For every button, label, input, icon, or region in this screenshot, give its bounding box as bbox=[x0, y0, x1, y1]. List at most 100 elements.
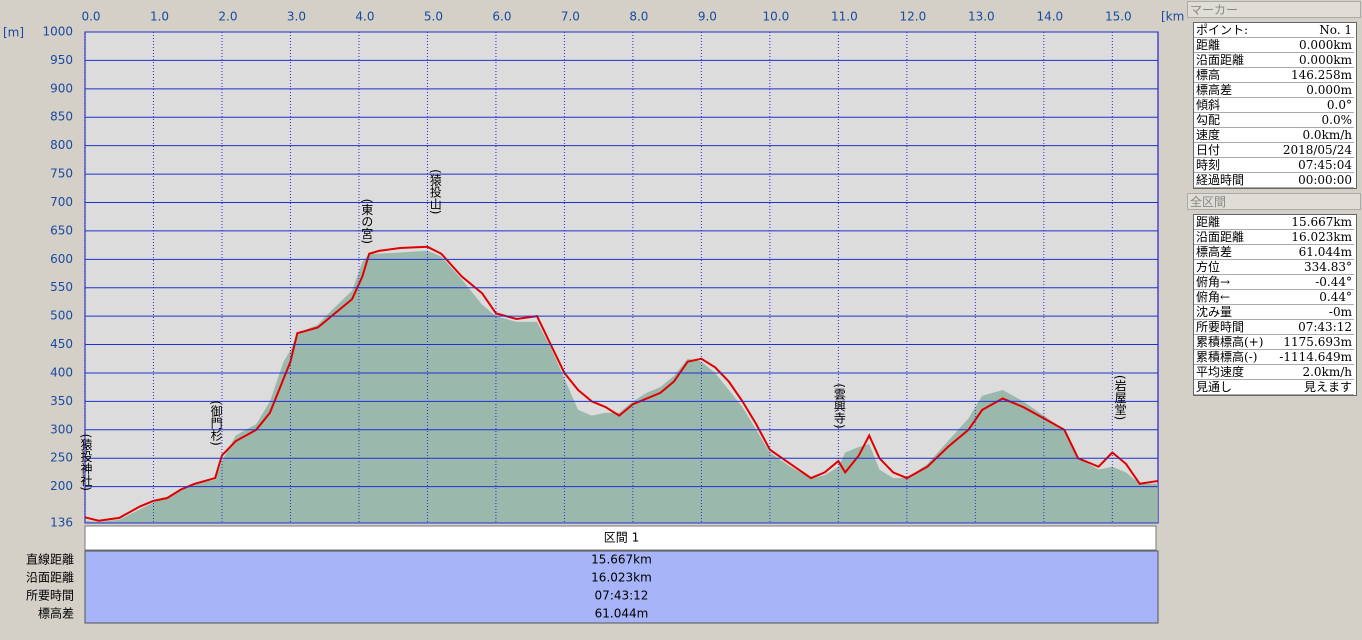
table-header: 区間 1 bbox=[604, 531, 639, 545]
row-val: 16.023km bbox=[1291, 230, 1352, 244]
row-key: ポイント: bbox=[1196, 23, 1249, 37]
x-tick-label: 13.0 bbox=[968, 10, 995, 24]
x-tick-label: 14.0 bbox=[1036, 10, 1063, 24]
y-tick-label: 500 bbox=[50, 309, 73, 323]
row-key: 経過時間 bbox=[1196, 173, 1245, 187]
x-tick-label: 0.0 bbox=[81, 10, 100, 24]
row-key: 沿面距離 bbox=[1196, 53, 1245, 67]
y-tick-label: 350 bbox=[50, 394, 73, 408]
panel-row: 見通し 見えます bbox=[1194, 380, 1354, 395]
y-tick-label: 136 bbox=[50, 516, 73, 530]
panel-table: 距離 15.667km 沿面距離 16.023km 標高差 61.044m 方位 334.83… bbox=[1193, 214, 1357, 396]
row-label: 直線距離 bbox=[26, 552, 74, 567]
y-tick-label: 300 bbox=[50, 422, 73, 436]
terrain-area bbox=[85, 250, 1158, 523]
y-tick-label: 600 bbox=[50, 252, 73, 266]
panel-title: マーカー bbox=[1187, 1, 1361, 18]
row-key: 標高差 bbox=[1196, 245, 1233, 259]
x-tick-label: 10.0 bbox=[763, 10, 790, 24]
grid bbox=[84, 31, 1158, 524]
row-key: 標高差 bbox=[1196, 83, 1233, 97]
y-tick-label: 550 bbox=[50, 280, 73, 294]
panel-table: ポイント: No. 1 距離 0.000km 沿面距離 0.000km 標高 146.258m… bbox=[1193, 22, 1357, 189]
x-tick-label: 9.0 bbox=[698, 10, 717, 24]
y-unit: [m] bbox=[3, 26, 24, 40]
row-key: 沈み量 bbox=[1196, 305, 1233, 319]
row-key: 平均速度 bbox=[1196, 365, 1245, 379]
panel-row: 沈み量 -0m bbox=[1194, 305, 1354, 320]
row-value: 61.044m bbox=[595, 607, 649, 621]
y-tick-label: 450 bbox=[50, 337, 73, 351]
panel-row: 日付 2018/05/24 bbox=[1194, 143, 1354, 158]
row-value: 16.023km bbox=[591, 571, 652, 585]
row-key: 方位 bbox=[1196, 260, 1221, 274]
panel-row: 沿面距離 16.023km bbox=[1194, 230, 1354, 245]
row-value: 15.667km bbox=[591, 553, 652, 567]
y-tick-label: 1000 bbox=[42, 25, 73, 39]
row-key: 所要時間 bbox=[1196, 320, 1245, 334]
row-key: 沿面距離 bbox=[1196, 230, 1245, 244]
panel-row: 経過時間 00:00:00 bbox=[1194, 173, 1354, 188]
panel-row: 累積標高(+) 1175.693m bbox=[1194, 335, 1354, 350]
panel-row: 標高差 0.000m bbox=[1194, 83, 1354, 98]
row-val: 15.667km bbox=[1291, 215, 1352, 229]
place-label: (岩屋堂) bbox=[1113, 375, 1127, 420]
x-tick-label: 2.0 bbox=[218, 10, 237, 24]
row-val: 見えます bbox=[1303, 380, 1352, 394]
row-label: 沿面距離 bbox=[26, 571, 74, 585]
panel-row: 累積標高(-) -1114.649m bbox=[1194, 350, 1354, 365]
panel-row: 速度 0.0km/h bbox=[1194, 128, 1354, 143]
x-tick-label: 11.0 bbox=[831, 10, 858, 24]
row-val: 146.258m bbox=[1290, 68, 1352, 82]
y-tick-label: 750 bbox=[50, 167, 73, 181]
y-tick-label: 700 bbox=[50, 195, 73, 209]
x-tick-label: 3.0 bbox=[287, 10, 306, 24]
row-val: 0.0km/h bbox=[1302, 128, 1352, 142]
y-tick-label: 400 bbox=[50, 365, 73, 379]
y-tick-label: 800 bbox=[50, 138, 73, 152]
row-key: 時刻 bbox=[1196, 158, 1221, 172]
panel-row: 勾配 0.0% bbox=[1194, 113, 1354, 128]
x-unit: [km] bbox=[1161, 10, 1185, 24]
panel-row: 方位 334.83° bbox=[1194, 260, 1354, 275]
row-label: 所要時間 bbox=[26, 589, 74, 603]
row-val: -0.44° bbox=[1315, 275, 1352, 289]
row-key: 勾配 bbox=[1196, 113, 1221, 127]
row-key: 標高 bbox=[1196, 68, 1221, 82]
y-tick-label: 850 bbox=[50, 110, 73, 124]
row-value: 07:43:12 bbox=[595, 589, 649, 603]
y-tick-label: 650 bbox=[50, 223, 73, 237]
row-key: 俯角→ bbox=[1196, 275, 1231, 289]
row-val: 0.000km bbox=[1298, 38, 1352, 52]
row-val: 0.0% bbox=[1321, 113, 1353, 127]
row-val: 07:45:04 bbox=[1298, 158, 1352, 172]
panel-row: 俯角→ -0.44° bbox=[1194, 275, 1354, 290]
row-val: No. 1 bbox=[1319, 23, 1352, 37]
row-val: 334.83° bbox=[1304, 260, 1352, 274]
place-label: (御門杉) bbox=[209, 400, 223, 445]
row-val: 61.044m bbox=[1298, 245, 1352, 259]
panel-row: ポイント: No. 1 bbox=[1194, 23, 1354, 38]
place-label: (猿投神社) bbox=[79, 434, 93, 491]
row-key: 距離 bbox=[1196, 38, 1221, 52]
row-val: 2.0km/h bbox=[1302, 365, 1352, 379]
row-val: 0.44° bbox=[1319, 290, 1352, 304]
place-label: (猿投山) bbox=[428, 169, 442, 214]
row-val: 0.0° bbox=[1326, 98, 1352, 112]
row-key: 俯角← bbox=[1196, 290, 1231, 304]
row-key: 速度 bbox=[1196, 128, 1221, 142]
panel-row: 傾斜 0.0° bbox=[1194, 98, 1354, 113]
panel-row: 距離 15.667km bbox=[1194, 215, 1354, 230]
panel-row: 標高 146.258m bbox=[1194, 68, 1354, 83]
place-label: (雲興寺) bbox=[832, 383, 846, 428]
x-tick-label: 7.0 bbox=[561, 10, 580, 24]
row-key: 累積標高(-) bbox=[1196, 350, 1258, 364]
row-label: 標高差 bbox=[38, 606, 74, 621]
row-val: 2018/05/24 bbox=[1282, 143, 1352, 157]
row-val: 0.000km bbox=[1298, 53, 1352, 67]
panel-row: 時刻 07:45:04 bbox=[1194, 158, 1354, 173]
row-val: -1114.649m bbox=[1279, 350, 1352, 364]
row-val: 0.000m bbox=[1306, 83, 1352, 97]
y-tick-label: 200 bbox=[50, 479, 73, 493]
row-key: 見通し bbox=[1196, 380, 1233, 394]
